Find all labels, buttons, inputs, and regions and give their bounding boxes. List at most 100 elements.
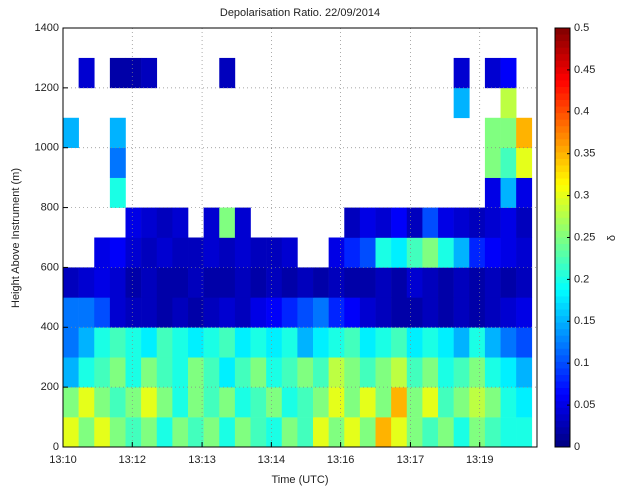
colorbar-step (555, 348, 570, 356)
x-tick-label: 13:19 (466, 454, 494, 466)
colorbar-step (555, 54, 570, 62)
heat-cell (328, 387, 345, 418)
colorbar-step (555, 283, 570, 291)
heat-cell (188, 267, 204, 298)
heat-cell (453, 327, 470, 358)
heat-cell (297, 357, 314, 388)
heat-cell (391, 387, 408, 418)
colorbar-step (555, 427, 570, 435)
heat-cell (63, 117, 79, 149)
heat-cell (422, 417, 439, 448)
heat-cell (500, 357, 517, 388)
heat-cell (94, 297, 111, 328)
colorbar-step (555, 204, 570, 212)
colorbar-step (555, 440, 570, 448)
heat-cell (391, 357, 408, 388)
colorbar-step (555, 211, 570, 219)
colorbar-step (555, 113, 570, 121)
colorbar-label: δ (606, 235, 618, 241)
colorbar-step (555, 433, 570, 441)
heat-cell (516, 327, 533, 358)
colorbar-tick-label: 0.2 (574, 273, 589, 285)
colorbar-step (555, 86, 570, 94)
colorbar-step (555, 145, 570, 153)
colorbar-step (555, 47, 570, 55)
heat-cell (219, 207, 236, 238)
heat-cell (234, 357, 251, 388)
colorbar-step (555, 322, 570, 330)
heat-cell (266, 327, 283, 358)
colorbar-tick-label: 0.45 (574, 64, 595, 76)
y-tick-label: 1000 (35, 142, 59, 154)
heat-cell (406, 207, 423, 238)
heat-cell (266, 297, 283, 328)
heat-cell (422, 357, 439, 388)
heat-cell (281, 297, 298, 328)
heat-cell (422, 207, 439, 238)
heat-cell (109, 177, 126, 208)
heat-cell (516, 177, 533, 208)
heat-cell (484, 177, 501, 208)
heat-cell (359, 417, 376, 448)
heat-cell (328, 417, 345, 448)
heat-cell (313, 417, 329, 448)
colorbar-step (555, 302, 570, 311)
heat-cell (109, 117, 126, 149)
heat-cell (375, 327, 392, 358)
colorbar-step (555, 165, 570, 173)
colorbar-step (555, 368, 570, 376)
y-axis-label: Height Above Instrument (m) (10, 168, 22, 308)
heat-cell (78, 387, 95, 418)
heat-cell (484, 117, 501, 149)
x-tick-label: 13:14 (258, 454, 286, 466)
heat-cell (516, 237, 533, 268)
colorbar-step (555, 60, 570, 68)
heat-cell (469, 357, 486, 388)
heat-cell (375, 417, 392, 448)
y-tick-label: 200 (41, 381, 59, 393)
heat-cell (422, 327, 439, 358)
colorbar-step (555, 329, 570, 337)
heat-cell (63, 357, 79, 388)
heat-cell (141, 297, 158, 328)
heat-cell (438, 267, 454, 298)
heat-cell (234, 267, 251, 298)
heat-cell (188, 387, 204, 418)
colorbar-step (555, 158, 570, 166)
heat-cell (516, 267, 533, 298)
heat-cell (313, 387, 329, 418)
heat-cell (94, 417, 111, 448)
heat-cell (453, 357, 470, 388)
y-tick-label: 800 (41, 201, 59, 213)
heat-cell (156, 297, 173, 328)
heat-cell (453, 87, 470, 119)
heat-cell (453, 417, 470, 448)
heat-cell (406, 387, 423, 418)
heat-cell (484, 297, 501, 328)
plot-frame (62, 27, 538, 448)
colorbar-tick-label: 0.05 (574, 399, 595, 411)
heat-cell (344, 417, 361, 448)
heat-cell (375, 207, 392, 238)
heat-cell (156, 387, 173, 418)
heat-cell (203, 237, 220, 268)
heat-cell (219, 327, 236, 358)
heat-cell (188, 357, 204, 388)
heat-cell (156, 237, 173, 268)
colorbar-step (555, 296, 570, 304)
heat-cell (469, 207, 486, 238)
colorbar-tick-label: 0.4 (574, 106, 589, 118)
heat-cell (109, 387, 126, 418)
colorbar-step (555, 388, 570, 396)
colorbar-step (555, 414, 570, 422)
y-tick-label: 1200 (35, 82, 59, 94)
colorbar-step (555, 244, 570, 252)
heat-cell (250, 417, 267, 448)
colorbar-step (555, 230, 570, 238)
colorbar-step (555, 217, 570, 225)
heat-cell (125, 237, 142, 268)
colorbar-step (555, 355, 570, 363)
heat-cell (234, 417, 251, 448)
x-tick-label: 13:17 (397, 454, 425, 466)
heat-cell (125, 417, 142, 448)
